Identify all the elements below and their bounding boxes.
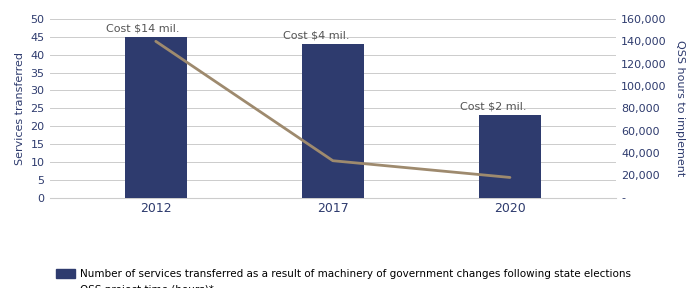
Bar [302,44,364,198]
Legend: Number of services transferred as a result of machinery of government changes fo: Number of services transferred as a resu… [54,267,634,288]
Text: Cost $4 mil.: Cost $4 mil. [284,31,350,40]
Text: Cost $2 mil.: Cost $2 mil. [461,102,527,112]
Bar [479,115,541,198]
Bar [125,37,187,198]
Text: Cost $14 mil.: Cost $14 mil. [106,23,180,33]
Y-axis label: QSS hours to implement: QSS hours to implement [675,40,685,176]
Y-axis label: Services transferred: Services transferred [15,52,25,165]
